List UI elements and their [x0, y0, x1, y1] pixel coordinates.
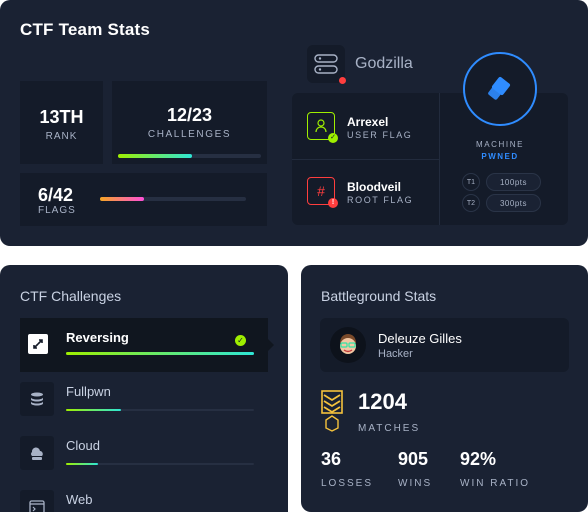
matches-label: MATCHES [358, 423, 421, 434]
challenge-item-cloud[interactable]: Cloud [20, 426, 268, 480]
root-flag-type: ROOT FLAG [347, 195, 414, 205]
win-ratio-label: WIN RATIO [460, 478, 531, 489]
avatar [330, 327, 366, 363]
user-role: Hacker [378, 348, 413, 360]
losses-value: 36 [321, 449, 342, 469]
user-flag-owner: Arrexel [347, 115, 389, 129]
check-circle-icon: ✓ [235, 335, 246, 346]
user-icon [315, 119, 327, 133]
challenge-progress-fill [66, 463, 98, 465]
challenge-progress-bar [66, 352, 254, 355]
flags-progress-fill [100, 197, 144, 201]
reversing-icon [28, 334, 48, 354]
selection-pointer [268, 339, 274, 351]
flags-box: 6/42 FLAGS [20, 173, 267, 226]
losses-stat: 36 LOSSES [321, 449, 373, 489]
root-flag-badge[interactable]: # ! [307, 177, 338, 208]
user-flag-badge[interactable]: ✓ [307, 112, 338, 143]
user-flag-type: USER FLAG [347, 130, 413, 140]
wins-stat: 905 WINS [398, 449, 432, 489]
win-ratio-stat: 92% WIN RATIO [460, 449, 530, 489]
challenges-value: 12/23 [166, 105, 213, 125]
challenge-item-fullpwn[interactable]: Fullpwn [20, 372, 268, 426]
user-card[interactable]: Deleuze Gilles Hacker [320, 318, 569, 372]
tier-2-tag: T2 [462, 194, 480, 212]
machine-logo-ring [463, 52, 537, 126]
terminal-window-icon [20, 490, 54, 512]
matches-stat: 1204 MATCHES [358, 389, 420, 434]
tier-2-points[interactable]: 300pts [486, 194, 541, 212]
ctf-challenges-card: CTF Challenges Reversing ✓ Fullpwn Cloud [0, 265, 288, 512]
challenge-name: Reversing [66, 330, 129, 345]
losses-label: LOSSES [321, 478, 374, 489]
rank-label: RANK [45, 131, 78, 142]
challenge-name: Fullpwn [66, 384, 111, 399]
battleground-stats-card: Battleground Stats Deleuze Gilles Hacker… [301, 265, 588, 512]
check-badge-icon: ✓ [328, 133, 338, 143]
challenge-name: Cloud [66, 438, 100, 453]
machine-status: PWNED [481, 152, 519, 161]
flags-value: 6/42 [38, 185, 74, 205]
win-ratio-value: 92% [460, 449, 497, 469]
flags-label: FLAGS [38, 205, 76, 216]
ctf-team-stats-card: CTF Team Stats 13TH RANK 12/23 CHALLENGE… [0, 0, 588, 246]
rank-chevron-icon [321, 390, 343, 432]
challenge-progress-fill [66, 409, 121, 411]
wins-value: 905 [398, 449, 429, 469]
tier-1-tag: T1 [462, 173, 480, 191]
challenges-progress-fill [118, 154, 193, 158]
challenge-name: Web [66, 492, 93, 507]
machine-status-dot [339, 77, 346, 84]
flags-progress-bar [100, 197, 246, 201]
cloud-server-icon [20, 436, 54, 470]
database-icon [20, 382, 54, 416]
machine-avatar[interactable] [307, 45, 346, 84]
challenges-title: CTF Challenges [20, 288, 122, 304]
machine-label: MACHINE [475, 140, 525, 149]
panel-vertical-divider [439, 93, 440, 225]
challenge-progress-bar [66, 409, 254, 411]
wins-label: WINS [398, 478, 433, 489]
panel-divider [292, 159, 439, 160]
hash-icon: # [317, 183, 325, 199]
challenge-progress-bar [66, 463, 254, 465]
tier-1-points[interactable]: 100pts [486, 173, 541, 191]
machine-name: Godzilla [355, 55, 413, 72]
user-name: Deleuze Gilles [378, 331, 462, 346]
challenge-item-reversing[interactable]: Reversing ✓ [20, 318, 274, 372]
challenges-label: CHALLENGES [147, 129, 232, 140]
challenge-progress-fill [66, 352, 254, 355]
machine-icon [314, 54, 338, 74]
avatar-icon [340, 334, 356, 354]
challenges-progress-bar [118, 154, 261, 158]
battleground-title: Battleground Stats [321, 288, 437, 304]
challenge-item-web[interactable]: Web [20, 480, 268, 512]
rank-value: 13TH [39, 107, 84, 127]
team-stats-title: CTF Team Stats [20, 20, 151, 39]
root-flag-owner: Bloodveil [347, 180, 402, 194]
machine-logo-icon [488, 76, 511, 100]
challenges-box: 12/23 CHALLENGES [112, 81, 267, 164]
rank-box: 13TH RANK [20, 81, 103, 164]
alert-badge-icon: ! [328, 198, 338, 208]
matches-value: 1204 [358, 389, 407, 414]
